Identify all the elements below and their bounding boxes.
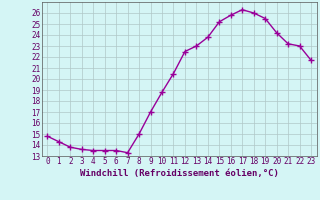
X-axis label: Windchill (Refroidissement éolien,°C): Windchill (Refroidissement éolien,°C) (80, 169, 279, 178)
